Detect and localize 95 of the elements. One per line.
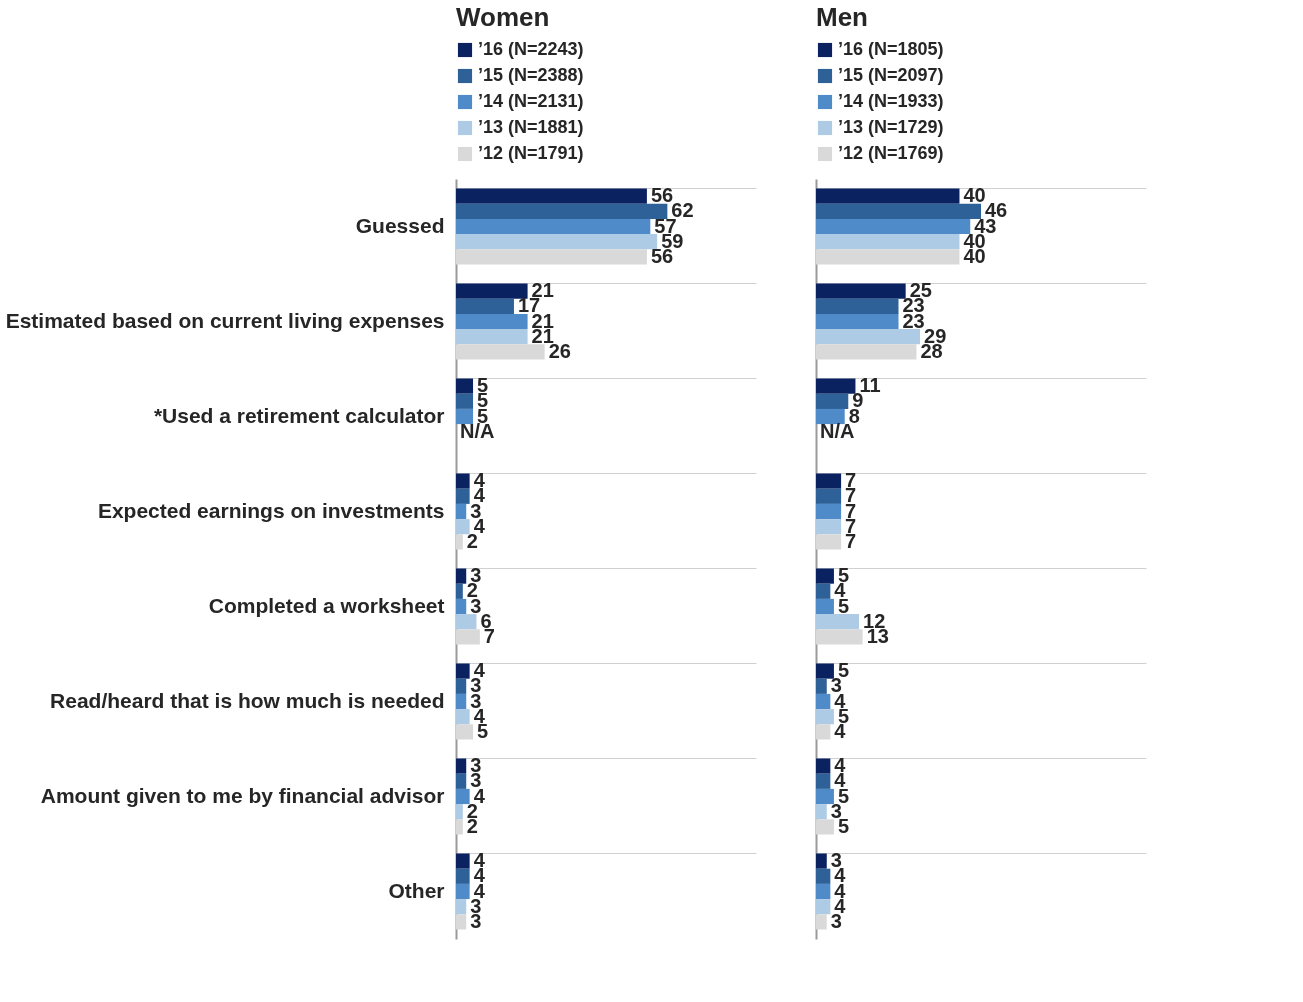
bar: [456, 914, 467, 930]
bar: [816, 914, 827, 930]
bar: [456, 788, 470, 805]
bar: [816, 534, 842, 550]
bar: [816, 473, 842, 489]
bar: [816, 488, 842, 504]
legend-label: ’12 (N=1791): [478, 143, 584, 163]
bar: [456, 598, 467, 615]
bar: [456, 709, 470, 725]
bar: [816, 298, 899, 314]
bar: [456, 804, 463, 820]
bar: [816, 378, 856, 394]
bar: [456, 378, 474, 394]
y-tick-label: Completed a worksheet: [208, 593, 445, 617]
data-label: 40: [963, 184, 986, 207]
bar: [456, 583, 463, 599]
bar: [816, 519, 842, 535]
bar: [816, 663, 834, 679]
bar: [456, 568, 467, 584]
y-tick-label: Guessed: [355, 213, 445, 237]
bar: [816, 203, 981, 219]
bar: [816, 724, 831, 740]
bar: [816, 629, 863, 645]
bar: [456, 819, 463, 835]
y-tick-label: Read/heard that is how much is needed: [50, 688, 445, 712]
bar: [456, 519, 470, 535]
bar: [816, 188, 960, 204]
bar: [456, 868, 470, 884]
bar: [456, 614, 477, 630]
bar: [816, 819, 834, 835]
bar: [456, 188, 647, 204]
bar: [456, 724, 474, 740]
bar: [456, 503, 467, 520]
bar: [816, 503, 842, 520]
y-tick-label: Amount given to me by financial advisor: [40, 783, 445, 807]
bar: [456, 283, 528, 299]
bar: [816, 693, 831, 710]
legend-label: ’14 (N=1933): [838, 91, 944, 111]
bar: [456, 534, 463, 550]
bar: [816, 804, 827, 820]
bar: [456, 203, 668, 219]
bar: [456, 313, 528, 330]
legend-label: ’13 (N=1881): [478, 117, 584, 137]
bar: [816, 234, 960, 250]
bar: [816, 568, 834, 584]
bar: [816, 773, 831, 789]
bar: [816, 883, 831, 900]
chart-title: Women: [456, 2, 550, 32]
bar: [456, 853, 470, 869]
bar: [456, 883, 470, 900]
bar: [456, 663, 470, 679]
bar: [816, 283, 906, 299]
bar: [816, 598, 834, 615]
legend-label: ’15 (N=2097): [838, 65, 944, 85]
y-tick-label: *Used a retirement calculator: [153, 403, 445, 427]
bar: [456, 899, 467, 915]
y-tick-label: Other: [388, 878, 445, 902]
bar: [816, 393, 849, 409]
bar: [816, 344, 917, 360]
bar: [816, 709, 834, 725]
bar: [456, 298, 514, 314]
bar: [816, 614, 860, 630]
bar: [816, 249, 960, 265]
bar: [456, 678, 467, 694]
bar: [816, 758, 831, 774]
bar: [816, 899, 831, 915]
chart-title: Men: [816, 2, 868, 32]
bar: [456, 488, 470, 504]
bar: [816, 408, 845, 425]
bar: [456, 218, 651, 235]
bar: [456, 693, 467, 710]
legend-label: ’15 (N=2388): [478, 65, 584, 85]
legend-label: ’16 (N=2243): [478, 39, 584, 59]
bar: [456, 249, 647, 265]
legend-label: ’16 (N=1805): [838, 39, 944, 59]
bar: [456, 758, 467, 774]
y-tick-label: Estimated based on current living expenses: [5, 308, 445, 332]
bar: [816, 329, 921, 345]
bar: [816, 583, 831, 599]
bar: [816, 313, 899, 330]
bar: [456, 408, 474, 425]
data-label: 2: [466, 529, 478, 552]
legend-label: ’13 (N=1729): [838, 117, 944, 137]
legend-label: ’14 (N=2131): [478, 91, 584, 111]
bar: [816, 868, 831, 884]
legend-label: ’12 (N=1769): [838, 143, 944, 163]
y-tick-label: Expected earnings on investments: [97, 498, 445, 522]
bar: [456, 629, 480, 645]
bar: [816, 853, 827, 869]
bar: [456, 393, 474, 409]
bar: [456, 329, 528, 345]
bar: [456, 473, 470, 489]
bar: [816, 678, 827, 694]
bar: [456, 344, 545, 360]
bar: [456, 773, 467, 789]
